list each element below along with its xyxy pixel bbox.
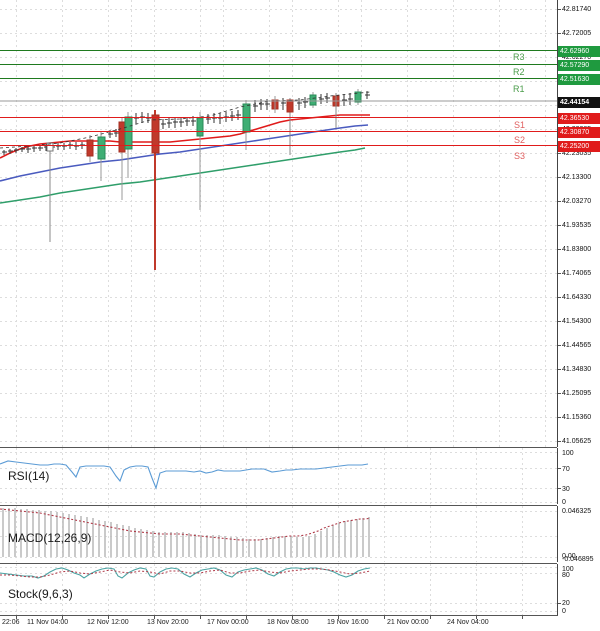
rsi-panel-divider (0, 447, 557, 448)
pivot-line-r2 (0, 64, 557, 65)
rsi-indicator-label: RSI(14) (8, 469, 50, 483)
pivot-line-s2 (0, 131, 557, 132)
time-axis[interactable]: 22:06 11 Nov 04:00 12 Nov 12:00 13 Nov 2… (0, 616, 557, 631)
time-label-6: 19 Nov 16:00 (327, 619, 369, 626)
rsi-tick-100: 100 (562, 450, 574, 457)
pivot-label-r3: R3 (513, 52, 525, 62)
time-label-0: 22:06 (2, 619, 20, 626)
macd-axis-line (557, 506, 558, 562)
macd-tick-upper: 0.046325 (562, 508, 592, 515)
last-price-badge: 42.44154 (558, 97, 600, 108)
price-tick-13: 41.54300 (562, 318, 592, 325)
price-tick-8: 42.03270 (562, 198, 592, 205)
price-tick-6: 42.23035 (562, 150, 592, 157)
stoch-tick-100: 100 (562, 566, 574, 573)
price-tick-7: 42.13300 (562, 174, 592, 181)
pivot-line-r3 (0, 50, 557, 51)
time-label-8: 24 Nov 04:00 (447, 619, 489, 626)
price-tick-12: 41.64330 (562, 294, 592, 301)
price-tick-1: 42.72005 (562, 30, 592, 37)
time-label-2: 12 Nov 12:00 (87, 619, 129, 626)
price-tick-0: 42.81740 (562, 6, 592, 13)
price-tick-16: 41.25095 (562, 390, 592, 397)
price-tick-11: 41.74065 (562, 270, 592, 277)
pivot-label-s3: S3 (514, 151, 526, 161)
macd-histogram (2, 508, 370, 557)
pivot-value-badge-r1: 42.51630 (558, 74, 600, 85)
stochastic-canvas (0, 564, 557, 616)
price-chart-panel[interactable]: R3 R2 R1 S1 S2 S3 (0, 0, 557, 447)
rsi-tick-70: 70 (562, 466, 570, 473)
macd-tick-zero: 0.00 (562, 553, 576, 560)
time-label-7: 21 Nov 00:00 (387, 619, 429, 626)
stoch-tick-0: 0 (562, 608, 566, 615)
stochastic-indicator-label: Stock(9,6,3) (8, 587, 73, 601)
macd-canvas (0, 506, 557, 562)
stochastic-d-line (0, 568, 371, 578)
rsi-line (0, 460, 369, 490)
macd-signal-line (0, 508, 371, 541)
price-tick-9: 41.93535 (562, 222, 592, 229)
pivot-value-badge-r3: 42.62960 (558, 46, 600, 57)
price-tick-14: 41.44565 (562, 342, 592, 349)
pivot-value-badge-s1: 42.36530 (558, 113, 600, 124)
rsi-tick-30: 30 (562, 486, 570, 493)
ma-fast-line (0, 114, 370, 159)
stochastic-panel[interactable]: Stock(9,6,3) (0, 564, 557, 616)
vertical-gridlines (16, 0, 546, 447)
macd-panel-divider (0, 505, 557, 506)
rsi-canvas (0, 448, 557, 504)
pivot-value-badge-r2: 42.57290 (558, 60, 600, 71)
time-label-4: 17 Nov 00:00 (207, 619, 249, 626)
time-label-3: 13 Nov 20:00 (147, 619, 189, 626)
pivot-value-badge-s3: 42.25200 (558, 141, 600, 152)
horizontal-gridlines (0, 9, 557, 442)
stoch-panel-divider (0, 563, 557, 564)
price-axis-line (557, 0, 558, 447)
time-label-1: 11 Nov 04:00 (27, 619, 69, 626)
pivot-label-r2: R2 (513, 67, 525, 77)
rsi-panel[interactable]: RSI(14) (0, 448, 557, 504)
price-tick-10: 41.83800 (562, 246, 592, 253)
price-tick-18: 41.05625 (562, 438, 592, 445)
pivot-value-badge-s2: 42.30870 (558, 127, 600, 138)
price-tick-2: 42.62270 (562, 54, 592, 61)
macd-indicator-label: MACD(12,26,9) (8, 531, 92, 545)
time-label-5: 18 Nov 08:00 (267, 619, 309, 626)
time-axis-line (0, 615, 558, 616)
stochastic-axis-line (557, 564, 558, 616)
rsi-tick-0: 0 (562, 499, 566, 506)
stoch-tick-20: 20 (562, 600, 570, 607)
pivot-line-s3 (0, 145, 557, 146)
stochastic-k-line (0, 567, 371, 579)
stoch-tick-80: 80 (562, 572, 570, 579)
macd-tick-lower: -0.046895 (562, 556, 594, 563)
pivot-label-s2: S2 (514, 135, 526, 145)
ma-slow-line (0, 147, 366, 204)
price-tick-17: 41.15360 (562, 414, 592, 421)
price-tick-15: 41.34830 (562, 366, 592, 373)
rsi-axis-line (557, 448, 558, 504)
pivot-label-r1: R1 (513, 84, 525, 94)
price-chart-canvas (0, 0, 557, 447)
price-axis[interactable] (557, 0, 600, 447)
pivot-line-s1 (0, 117, 557, 118)
macd-panel[interactable]: MACD(12,26,9) (0, 506, 557, 562)
pivot-label-s1: S1 (514, 120, 526, 130)
pivot-line-r1 (0, 78, 557, 79)
